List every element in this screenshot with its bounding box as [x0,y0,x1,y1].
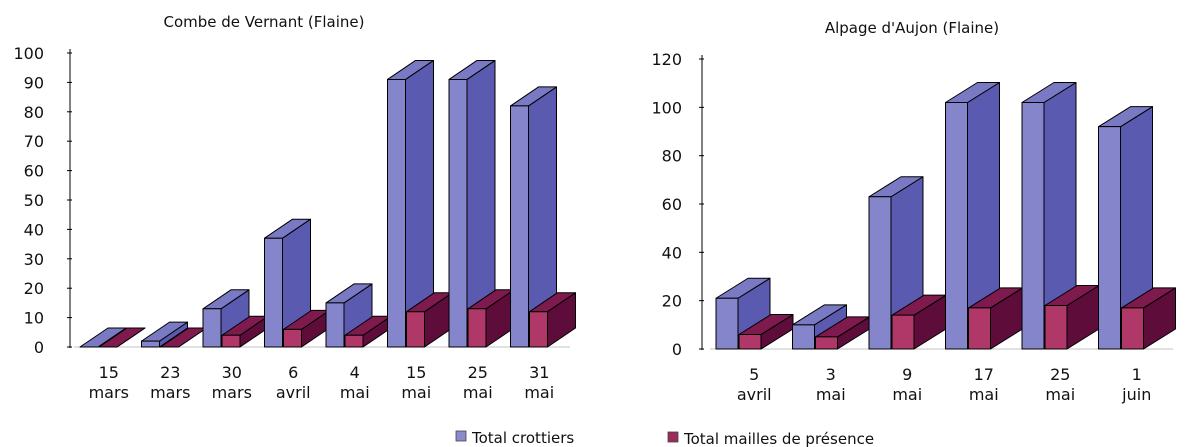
bar-crottiers-front [387,78,406,348]
legend-item-crottiers: Total crottiers [455,429,574,447]
bar-mailles [283,309,330,348]
y-tick-label: 70 [24,132,44,151]
bar-mailles-front [1044,305,1068,350]
x-tick-label: 30 mars [212,363,252,402]
bar-crottiers [945,82,1000,350]
bar-mailles-front [529,311,548,348]
bar-mailles [738,314,794,350]
bar-crottiers-front [1021,102,1045,350]
bar-mailles-front [738,334,762,350]
bar-crottiers-front [448,78,468,348]
category-labels: 5 avril 3 mai 9 mai 17 mai 25 mai 1 juin [737,365,1151,404]
bar-mailles [406,292,453,348]
y-tick-label: 60 [24,162,44,181]
legend-swatch-crottiers [455,430,467,442]
legend-swatch-mailles [667,431,679,443]
x-tick-label: 25 mai [1045,365,1075,404]
y-tick-label: 80 [662,147,682,166]
y-tick-label: 120 [651,50,682,69]
bar-crottiers [79,327,127,348]
x-tick-label: 5 avril [737,365,772,404]
bar-mailles [467,289,515,348]
bar-crottiers [510,86,557,348]
bar-mailles [815,316,870,350]
y-tick-label: 60 [662,195,682,214]
x-tick-label: 31 mai [524,363,554,402]
bar-mailles-front [406,311,425,348]
y-tick-label: 40 [662,243,682,262]
bar-crottiers-front [141,340,160,348]
bar-crottiers [264,218,311,348]
bar-mailles [344,315,392,348]
chart-title: Combe de Vernant (Flaine) [164,13,365,31]
y-tick-label: 0 [34,338,44,357]
y-tick-label: 30 [24,250,44,269]
bar-crottiers [141,321,188,348]
bar-mailles-front [891,314,915,350]
bar-mailles [529,292,576,348]
bar-crottiers [387,59,434,348]
bar-mailles-front [221,334,241,348]
axes: 0 20 40 60 80 100 120 [651,50,1173,359]
bar-crottiers-front [510,105,529,348]
bar-mailles-front [467,308,487,348]
y-tick-label: 80 [24,103,44,122]
x-tick-label: 4 mai [340,363,370,402]
x-tick-label: 17 mai [969,365,999,404]
legend: Total crottiers Total mailles de présenc… [455,429,874,447]
y-tick-label: 100 [651,98,682,117]
bar-mailles [968,287,1023,350]
x-tick-label: 6 avril [276,363,311,402]
chart-combe-de-vernant: Combe de Vernant (Flaine) 0 10 20 30 40 50 60 7… [13,13,576,402]
bar-crottiers-front [868,196,892,350]
legend-item-mailles: Total mailles de présence [667,430,874,447]
y-tick-label: 10 [24,309,44,328]
chart-alpage-d-aujon: Alpage d'Aujon (Flaine) 020406080100120 … [651,19,1176,404]
x-tick-label: 15 mai [401,363,431,402]
y-tick-label: 50 [24,191,44,210]
bar-mailles-front [344,334,364,348]
bar-crottiers-front [264,237,283,348]
bar-mailles-front [968,307,991,350]
y-tick-label: 100 [13,44,44,63]
bar-mailles [1121,287,1176,350]
x-tick-label: 25 mai [463,363,493,402]
x-tick-label: 3 mai [816,365,846,404]
bar-mailles-front [283,328,302,348]
bar-crottiers [1021,82,1077,350]
bar-crottiers-front [325,302,345,348]
legend-label-mailles: Total mailles de présence [683,430,874,447]
bar-crottiers [448,59,496,348]
bar-crottiers-front [715,297,739,350]
x-tick-label: 23 mars [150,363,190,402]
x-tick-label: 1 juin [1121,365,1151,404]
bar-mailles [221,315,269,348]
axes: 0 10 20 30 40 50 60 70 80 90 100 [13,44,570,357]
bars [79,59,576,348]
category-labels: 15 mars 23 mars 30 mars 6 avril 4 mai 15 mai 25 mai 31… [89,363,555,402]
y-tick-label: 0 [672,340,682,359]
bar-crottiers-front [202,308,222,348]
bars [715,82,1176,350]
bar-mailles-front [815,336,838,350]
chart-title: Alpage d'Aujon (Flaine) [825,19,999,37]
y-tick-label: 40 [24,220,44,239]
y-tick-label: 20 [24,279,44,298]
y-tick-label: 20 [662,292,682,311]
bar-crottiers-top [79,327,127,348]
bar-mailles [98,327,146,348]
bar-crottiers-front [1098,126,1121,350]
bar-mailles-front [1121,307,1144,350]
legend-label-crottiers: Total crottiers [471,429,574,447]
bar-crottiers-front [792,324,815,350]
x-tick-label: 9 mai [892,365,922,404]
y-tick-label: 90 [24,73,44,92]
x-tick-label: 15 mars [89,363,129,402]
bar-mailles-top [98,327,146,348]
bar-crottiers-front [945,102,968,350]
